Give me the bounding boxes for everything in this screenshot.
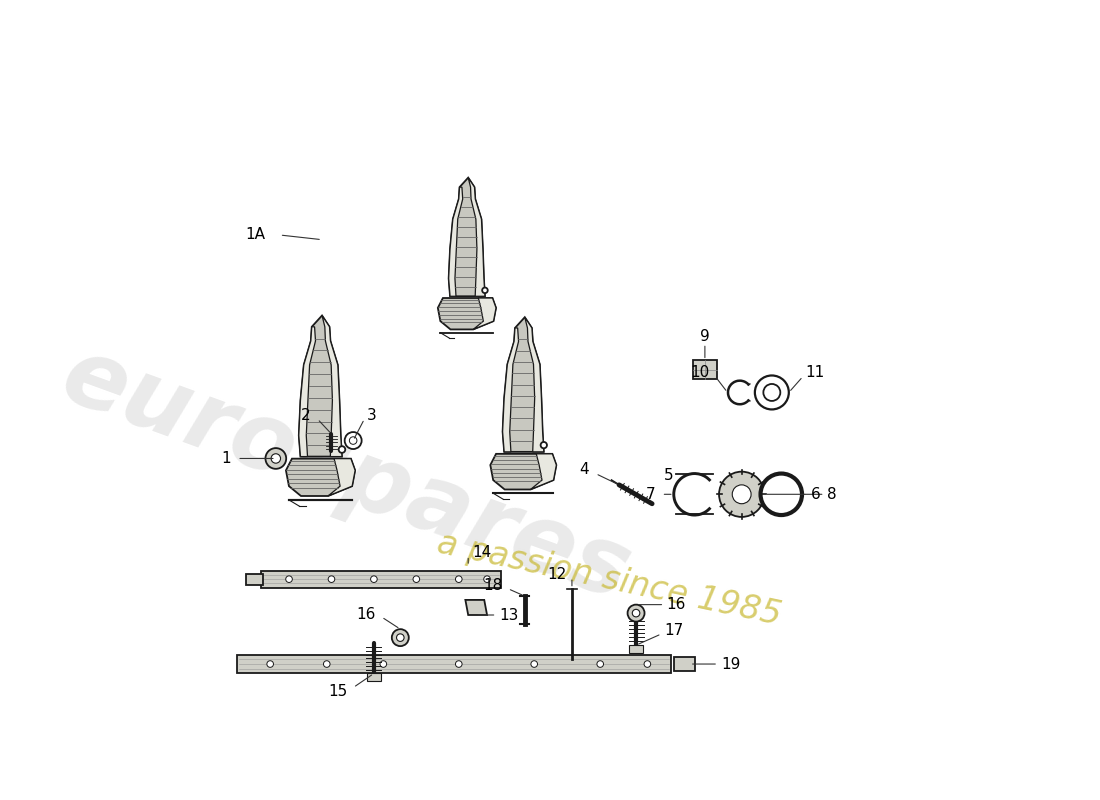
Text: 12: 12 bbox=[547, 567, 567, 582]
Circle shape bbox=[412, 576, 419, 582]
Bar bbox=[674, 658, 694, 670]
Bar bbox=[261, 570, 502, 588]
Circle shape bbox=[396, 634, 404, 642]
Polygon shape bbox=[286, 458, 355, 496]
Circle shape bbox=[719, 472, 764, 517]
Circle shape bbox=[760, 474, 802, 515]
Text: 15: 15 bbox=[328, 684, 348, 699]
Text: 16: 16 bbox=[356, 606, 376, 622]
Polygon shape bbox=[491, 454, 557, 490]
Circle shape bbox=[350, 437, 356, 444]
Circle shape bbox=[371, 576, 377, 582]
Text: 3: 3 bbox=[366, 407, 376, 422]
Circle shape bbox=[455, 576, 462, 582]
Polygon shape bbox=[503, 328, 518, 452]
Polygon shape bbox=[299, 315, 342, 457]
Circle shape bbox=[531, 661, 538, 667]
Circle shape bbox=[286, 576, 293, 582]
Text: 19: 19 bbox=[720, 657, 740, 671]
Circle shape bbox=[733, 485, 751, 504]
Text: 1A: 1A bbox=[245, 227, 265, 242]
Text: 4: 4 bbox=[580, 462, 588, 478]
Polygon shape bbox=[449, 187, 463, 296]
Circle shape bbox=[265, 448, 286, 469]
Text: 6: 6 bbox=[811, 486, 821, 502]
Text: 13: 13 bbox=[499, 607, 519, 622]
Circle shape bbox=[323, 661, 330, 667]
Polygon shape bbox=[469, 178, 485, 296]
Text: 9: 9 bbox=[700, 330, 710, 344]
Circle shape bbox=[755, 375, 789, 410]
Circle shape bbox=[328, 576, 334, 582]
Circle shape bbox=[632, 610, 640, 617]
Circle shape bbox=[628, 605, 645, 622]
Text: 11: 11 bbox=[806, 365, 825, 380]
Text: 10: 10 bbox=[691, 365, 710, 380]
Text: 16: 16 bbox=[667, 597, 685, 612]
Circle shape bbox=[484, 576, 491, 582]
Text: 5: 5 bbox=[664, 468, 674, 483]
Bar bbox=[629, 645, 642, 653]
Polygon shape bbox=[525, 318, 543, 452]
Polygon shape bbox=[438, 298, 496, 330]
Polygon shape bbox=[473, 298, 496, 330]
Polygon shape bbox=[530, 454, 557, 490]
Circle shape bbox=[455, 661, 462, 667]
Circle shape bbox=[540, 442, 547, 448]
Text: 8: 8 bbox=[826, 486, 836, 502]
Text: 17: 17 bbox=[664, 622, 683, 638]
Bar bbox=[245, 574, 263, 585]
Text: a passion since 1985: a passion since 1985 bbox=[434, 526, 784, 632]
Circle shape bbox=[379, 661, 386, 667]
Text: 2: 2 bbox=[301, 407, 310, 422]
Circle shape bbox=[392, 629, 409, 646]
Bar bbox=[693, 360, 717, 379]
Bar bbox=[367, 674, 381, 681]
Circle shape bbox=[267, 661, 274, 667]
Polygon shape bbox=[503, 318, 543, 452]
Circle shape bbox=[645, 661, 651, 667]
Text: 18: 18 bbox=[483, 578, 502, 594]
Circle shape bbox=[344, 432, 362, 449]
Polygon shape bbox=[465, 600, 487, 615]
Polygon shape bbox=[299, 326, 316, 457]
Polygon shape bbox=[322, 315, 342, 457]
Polygon shape bbox=[328, 458, 355, 496]
Circle shape bbox=[597, 661, 604, 667]
Polygon shape bbox=[449, 178, 485, 296]
Text: 1: 1 bbox=[221, 451, 231, 466]
Text: eurospares: eurospares bbox=[50, 330, 642, 621]
Text: 14: 14 bbox=[472, 546, 492, 560]
Circle shape bbox=[339, 446, 345, 453]
Bar bbox=[238, 654, 671, 674]
Circle shape bbox=[271, 454, 281, 463]
Text: 7: 7 bbox=[646, 486, 654, 502]
Circle shape bbox=[763, 384, 780, 401]
Circle shape bbox=[482, 287, 487, 293]
